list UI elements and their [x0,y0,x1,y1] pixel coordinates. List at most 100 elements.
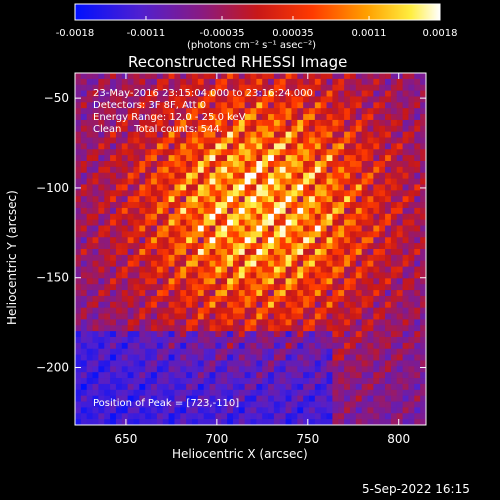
heatmap-cell [385,254,392,262]
heatmap-cell [408,114,415,121]
heatmap-cell [273,78,281,86]
heatmap-cell [80,413,88,420]
heatmap-cell [326,202,333,209]
heatmap-cell [104,401,111,408]
heatmap-cell [104,378,111,385]
heatmap-cell [361,372,368,379]
heatmap-cell [221,119,228,127]
heatmap-cell [309,266,316,273]
heatmap-cell [110,231,117,238]
heatmap-cell [227,413,234,420]
heatmap-cell [361,401,368,408]
heatmap-cell [420,84,426,91]
heatmap-cell [268,301,275,309]
heatmap-cell [186,354,193,361]
heatmap-cell [326,348,333,355]
heatmap-cell [80,284,88,291]
heatmap-cell [127,125,134,133]
heatmap-cell [75,125,82,133]
heatmap-cell [115,73,123,80]
heatmap-cell [291,196,298,203]
heatmap-cell [186,372,193,379]
heatmap-cell [349,401,357,408]
heatmap-cell [75,178,82,185]
heatmap-cell [162,383,169,391]
heatmap-cell [75,260,82,267]
heatmap-cell [203,301,210,309]
heatmap-cell [75,161,82,168]
heatmap-cell [110,325,117,332]
heatmap-cell [361,360,368,367]
heatmap-cell [303,342,310,350]
heatmap-cell [244,313,251,320]
heatmap-cell [215,413,222,420]
heatmap-cell [209,360,216,367]
heatmap-cell [127,383,134,391]
heatmap-cell [244,290,251,297]
heatmap-cell [232,389,240,397]
heatmap-cell [232,319,240,326]
heatmap-cell [291,73,298,80]
heatmap-cell [262,272,269,279]
heatmap-cell [145,301,152,309]
heatmap-cell [355,407,363,414]
heatmap-cell [86,401,93,408]
heatmap-cell [197,119,205,127]
heatmap-cell [250,272,257,279]
heatmap-cell [127,360,134,367]
heatmap-cell [238,131,246,138]
heatmap-cell [180,348,187,355]
heatmap-cell [162,354,169,361]
heatmap-cell [367,331,374,338]
heatmap-cell [110,249,117,256]
heatmap-cell [273,266,281,273]
heatmap-cell [385,284,392,291]
heatmap-cell [314,278,322,285]
heatmap-cell [238,96,246,103]
heatmap-cell [92,360,99,367]
heatmap-cell [320,395,327,402]
heatmap-cell [373,225,380,232]
heatmap-cell [238,290,246,297]
heatmap-cell [344,190,351,197]
heatmap-cell [174,137,181,144]
heatmap-cell [408,366,415,373]
heatmap-cell [373,219,380,226]
heatmap-cell [326,278,333,285]
heatmap-cell [390,366,398,373]
heatmap-cell [121,119,129,127]
heatmap-cell [326,319,333,326]
heatmap-cell [145,114,152,121]
heatmap-cell [209,331,216,338]
heatmap-cell [361,114,368,121]
heatmap-cell [361,337,368,344]
heatmap-cell [250,131,257,138]
heatmap-cell [203,260,210,267]
heatmap-cell [344,295,351,303]
heatmap-cell [145,207,152,215]
heatmap-cell [256,161,263,168]
heatmap-cell [279,389,286,397]
heatmap-cell [133,419,140,425]
heatmap-cell [180,290,187,297]
heatmap-cell [402,243,409,250]
heatmap-cell [385,73,392,80]
heatmap-cell [396,225,403,232]
heatmap-cell [332,295,339,303]
heatmap-cell [180,307,187,314]
heatmap-cell [314,249,322,256]
heatmap-cell [86,249,93,256]
heatmap-cell [98,155,105,162]
heatmap-cell [273,337,281,344]
heatmap-cell [273,231,281,238]
heatmap-cell [75,202,82,209]
heatmap-cell [186,172,193,179]
heatmap-cell [396,166,403,174]
heatmap-cell [75,166,82,174]
heatmap-cell [279,331,286,338]
heatmap-cell [168,389,175,397]
heatmap-cell [227,190,234,197]
heatmap-cell [244,337,251,344]
heatmap-cell [133,90,140,97]
heatmap-cell [80,108,88,115]
